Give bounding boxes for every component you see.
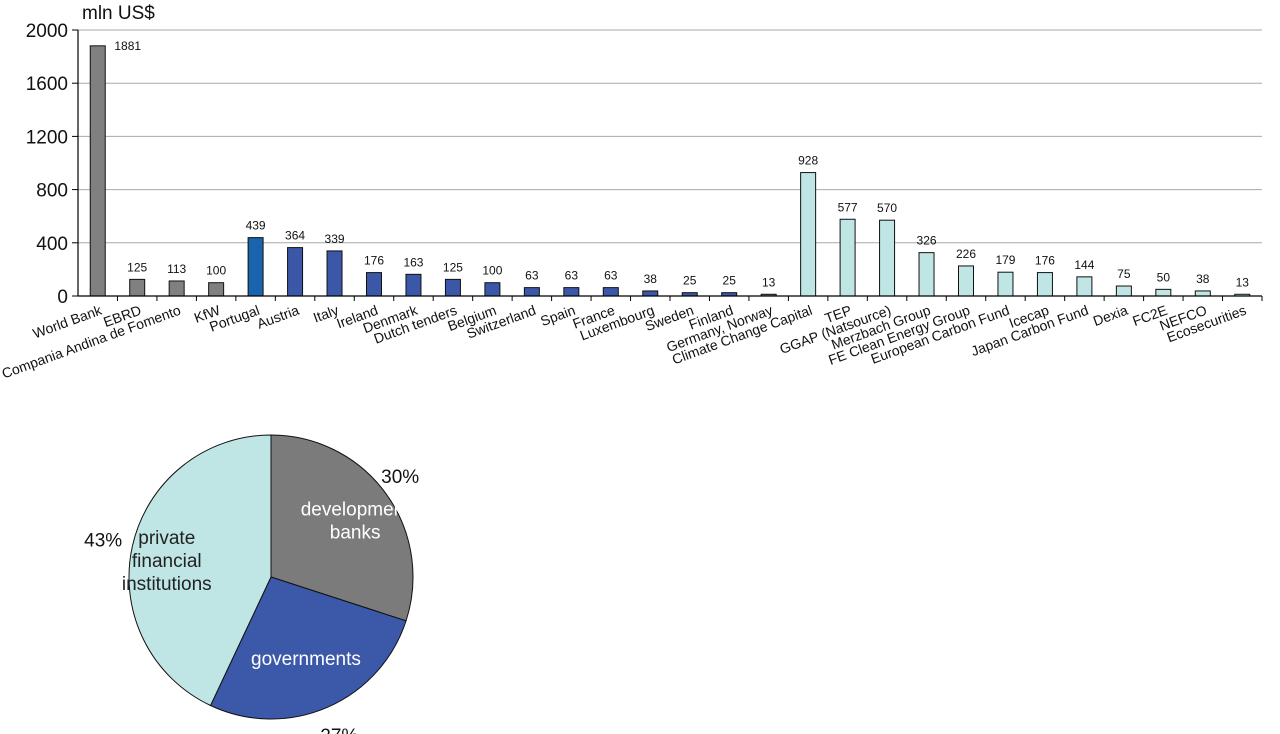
data-label: 38: [1196, 272, 1210, 286]
y-tick-labels: 0 400 800 1200 1600 2000: [26, 21, 68, 308]
data-label: 176: [364, 254, 384, 268]
data-label: 339: [325, 232, 345, 246]
bar: [800, 172, 817, 297]
data-label: 75: [1117, 267, 1131, 281]
pie-slice-label: financial: [132, 551, 202, 572]
bar: [879, 219, 896, 297]
bar: [287, 247, 304, 297]
bar: [563, 287, 580, 297]
x-tick-label: Dexia: [1091, 302, 1130, 329]
data-label: 179: [995, 253, 1015, 267]
data-label: 226: [956, 247, 976, 261]
data-label: 163: [403, 255, 423, 269]
bar: [523, 287, 540, 297]
y-tick-label: 800: [36, 181, 68, 202]
bar-chart: 0 400 800 1200 1600 2000 mln US$ 1881 125 113 10…: [0, 3, 1263, 382]
data-label: 63: [525, 269, 539, 283]
pie-slice-label: institutions: [122, 574, 212, 595]
bar: [366, 272, 382, 297]
pie-slice-label: banks: [330, 523, 381, 544]
data-label: 928: [798, 154, 818, 168]
data-label: 38: [644, 272, 658, 286]
bar: [1155, 288, 1172, 297]
data-label: 125: [443, 260, 463, 274]
bar: [642, 290, 659, 297]
pie-percent-labels: 30% 27% 43%: [84, 467, 419, 734]
data-label: 100: [482, 264, 502, 278]
bar: [168, 280, 185, 297]
bar: [997, 271, 1014, 297]
data-label: 13: [762, 275, 776, 289]
pie-slice-label: development: [301, 500, 411, 521]
data-label: 577: [838, 200, 858, 214]
data-label: 25: [723, 274, 737, 288]
data-label: 144: [1074, 258, 1094, 272]
data-label: 25: [683, 274, 697, 288]
data-label: 364: [285, 229, 305, 243]
data-label: 63: [604, 269, 618, 283]
data-label: 50: [1157, 270, 1171, 284]
bar: [1036, 272, 1053, 297]
bar: [918, 252, 935, 297]
pie-slice: [270, 434, 414, 622]
grid-lines: [72, 29, 1263, 301]
bar: [326, 250, 343, 297]
data-label: 125: [127, 260, 147, 274]
pie-slices: [128, 434, 414, 720]
data-label: 326: [917, 234, 937, 248]
bar: [1076, 276, 1093, 297]
bar: [484, 282, 501, 297]
pie-slice: [209, 576, 407, 720]
data-label: 1881: [114, 39, 141, 53]
pie-slice: [128, 434, 272, 707]
axes: [77, 30, 1262, 297]
data-label: 113: [167, 262, 186, 276]
bar: [405, 273, 422, 297]
y-tick-label: 2000: [26, 21, 68, 42]
bar: [129, 278, 146, 297]
pie-percent-label: 30%: [381, 467, 419, 488]
data-label: 13: [1236, 275, 1250, 289]
bar: [1194, 290, 1211, 297]
bar: [247, 237, 264, 297]
y-tick-label: 400: [36, 234, 68, 255]
bar: [208, 282, 225, 297]
bar: [958, 265, 974, 297]
data-labels: 1881 125 113 100 439 364 339 176 163 125 100 63 63 63…: [114, 39, 1249, 289]
pie-percent-label: 27%: [320, 726, 358, 734]
bar: [1115, 285, 1132, 297]
bar: [602, 287, 619, 297]
pie-percent-label: 43%: [84, 530, 122, 551]
pie-slice-label: governments: [251, 649, 361, 670]
data-label: 100: [206, 264, 226, 278]
y-tick-label: 0: [57, 287, 68, 308]
x-tick-label: Austria: [255, 302, 302, 332]
data-label: 570: [877, 201, 897, 215]
data-label: 63: [565, 269, 579, 283]
data-label: 176: [1035, 254, 1055, 268]
bar: [839, 218, 856, 297]
bar: [89, 45, 106, 297]
y-axis-label: mln US$: [82, 3, 155, 24]
pie-slice-label: private: [138, 528, 195, 549]
y-tick-label: 1600: [26, 74, 68, 95]
y-tick-label: 1200: [26, 127, 68, 148]
bars: [89, 45, 1251, 297]
bar: [444, 278, 461, 297]
data-label: 439: [246, 219, 266, 233]
